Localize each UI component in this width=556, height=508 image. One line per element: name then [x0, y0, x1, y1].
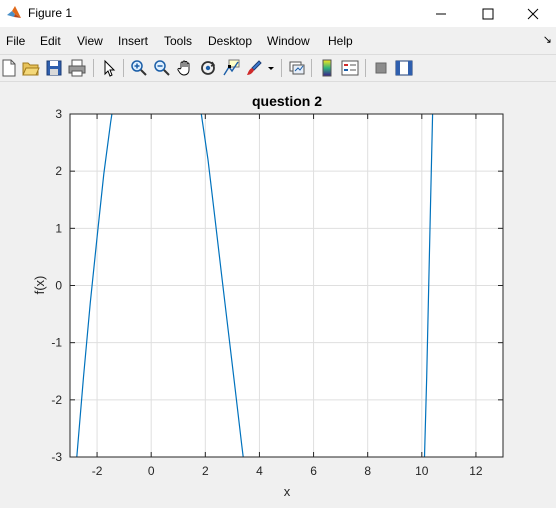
select-arrow-icon[interactable]	[100, 59, 118, 77]
x-axis-label: x	[284, 484, 291, 499]
link-plot-icon[interactable]	[288, 59, 306, 77]
x-tick-label: -2	[92, 464, 103, 478]
function-curve	[423, 113, 434, 458]
data-cursor-icon[interactable]	[222, 59, 240, 77]
maximize-button[interactable]	[465, 0, 511, 27]
function-curve	[200, 113, 244, 458]
y-tick-label: 1	[55, 221, 62, 235]
toolbar-separator	[281, 59, 282, 77]
figure-canvas[interactable]: question 2 -2 0 2 4 6 8 10 12 -3 -2 -1 0 1 2 3 x f(x)	[0, 82, 556, 503]
menu-desktop[interactable]: Desktop	[208, 34, 253, 48]
y-tick-label: -1	[51, 336, 62, 350]
y-tick-label: 0	[55, 279, 62, 293]
plot-lines	[76, 113, 434, 458]
x-tick-label: 12	[469, 464, 483, 478]
chart-title: question 2	[252, 93, 322, 109]
brush-icon[interactable]	[245, 59, 263, 77]
y-tick-label: 3	[55, 107, 62, 121]
figure-toolbar	[0, 54, 556, 82]
menu-view[interactable]: View	[77, 34, 103, 48]
menu-insert[interactable]: Insert	[118, 34, 149, 48]
menu-bar: File Edit View Insert Tools Desktop Wind…	[0, 29, 556, 53]
axes-box	[69, 113, 504, 458]
menu-file[interactable]: File	[6, 34, 26, 48]
menu-window[interactable]: Window	[267, 34, 310, 48]
close-icon	[527, 8, 539, 19]
function-curve	[76, 113, 113, 458]
maximize-icon	[482, 8, 494, 19]
insert-colorbar-icon[interactable]	[318, 59, 336, 77]
y-axis-label: f(x)	[32, 276, 47, 295]
x-tick-label: 0	[148, 464, 155, 478]
hide-plot-tools-icon[interactable]	[372, 59, 390, 77]
rotate-3d-icon[interactable]	[199, 59, 217, 77]
y-tick-label: 2	[55, 164, 62, 178]
insert-legend-icon[interactable]	[341, 59, 359, 77]
new-figure-icon[interactable]	[0, 59, 18, 77]
zoom-out-icon[interactable]	[153, 59, 171, 77]
x-tick-label: 10	[415, 464, 429, 478]
x-tick-label: 2	[202, 464, 209, 478]
dock-arrow-icon[interactable]: ↘	[542, 34, 552, 46]
toolbar-separator	[123, 59, 124, 77]
x-tick-label: 4	[256, 464, 263, 478]
window-title: Figure 1	[28, 6, 73, 20]
zoom-in-icon[interactable]	[130, 59, 148, 77]
save-icon[interactable]	[45, 59, 63, 77]
matlab-logo-icon	[7, 6, 21, 18]
print-icon[interactable]	[68, 59, 86, 77]
y-tick-label: -3	[51, 450, 62, 464]
y-tick-label: -2	[51, 393, 62, 407]
menu-edit[interactable]: Edit	[40, 34, 61, 48]
open-file-icon[interactable]	[22, 59, 40, 77]
toolbar-separator	[93, 59, 94, 77]
menu-tools[interactable]: Tools	[164, 34, 193, 48]
minimize-icon	[436, 13, 446, 14]
toolbar-separator	[365, 59, 366, 77]
menu-help[interactable]: Help	[328, 34, 353, 48]
minimize-button[interactable]	[418, 0, 464, 27]
close-button[interactable]	[510, 0, 556, 27]
brush-dropdown-icon[interactable]	[266, 59, 276, 77]
pan-hand-icon[interactable]	[176, 59, 194, 77]
x-tick-label: 8	[364, 464, 371, 478]
x-tick-label: 6	[310, 464, 317, 478]
toolbar-separator	[311, 59, 312, 77]
title-bar: Figure 1	[0, 0, 556, 27]
show-plot-tools-icon[interactable]	[395, 59, 413, 77]
